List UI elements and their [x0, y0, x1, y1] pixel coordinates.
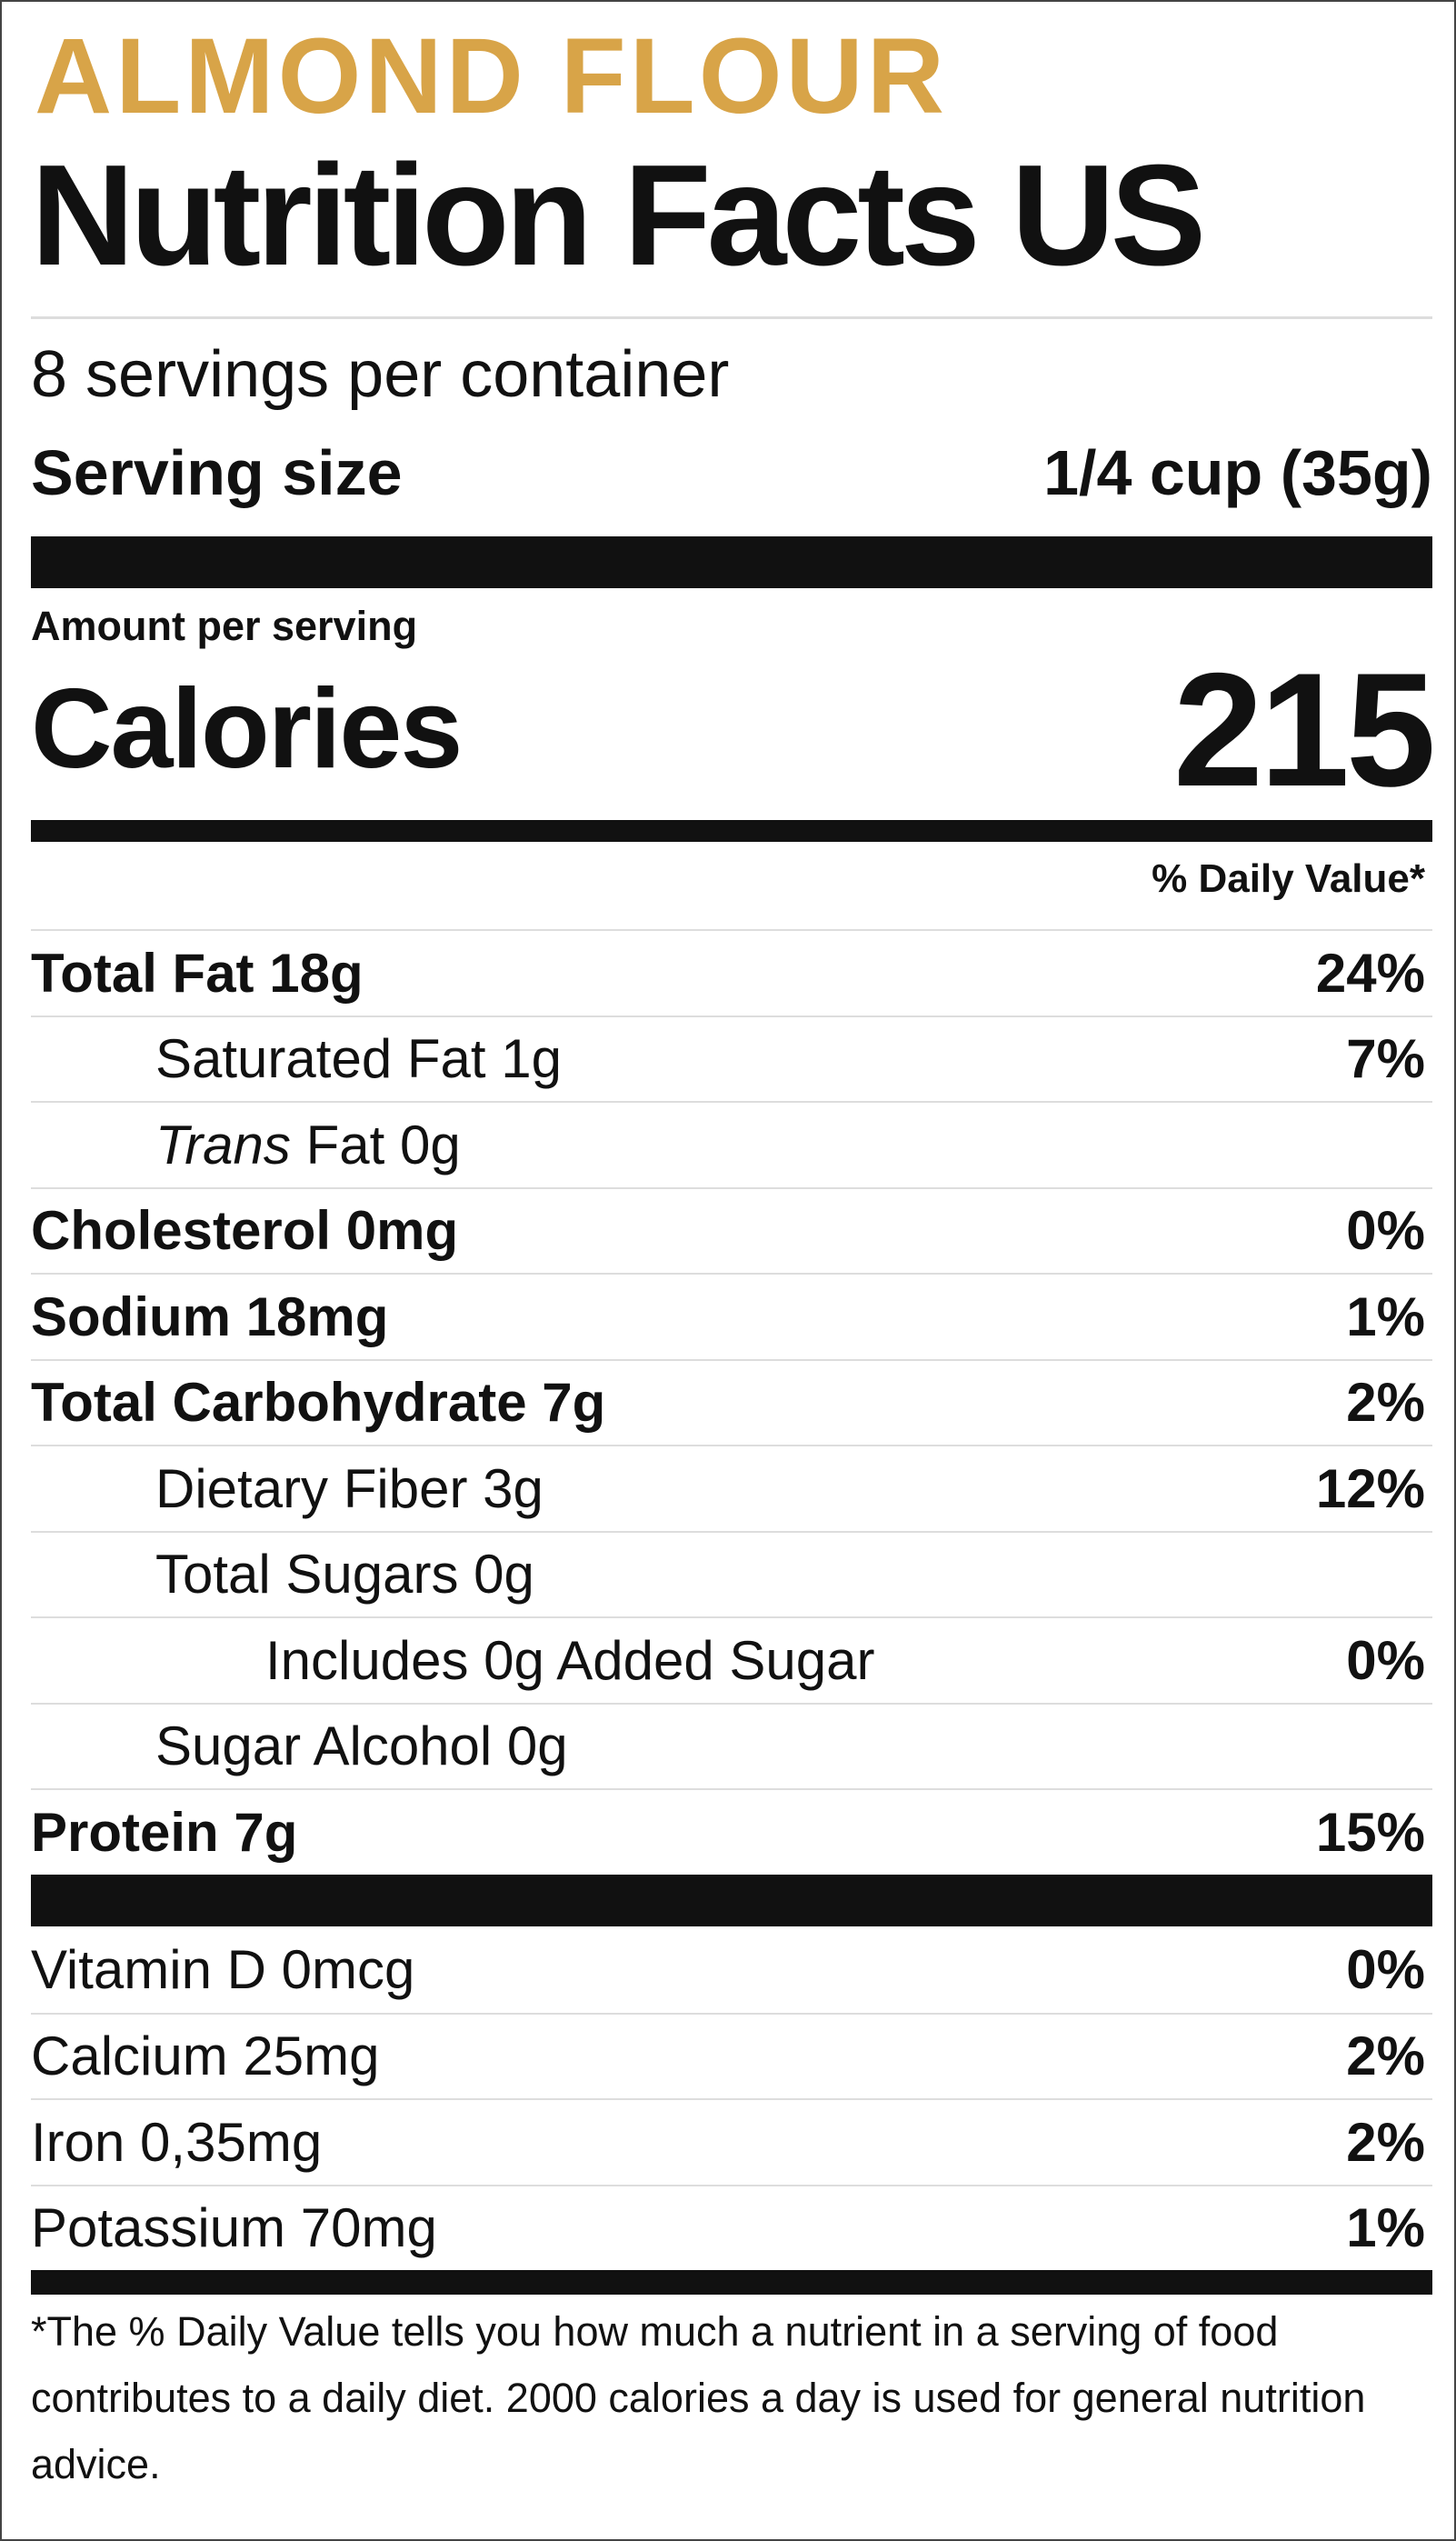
nutrient-name: Includes 0g Added Sugar: [31, 1629, 875, 1692]
nutrient-list: Total Fat 18g 24% Saturated Fat 1g 7% Trans …: [31, 929, 1432, 1875]
nutrient-name-text: Potassium 70mg: [31, 2197, 437, 2259]
nutrient-name: Total Carbohydrate 7g: [31, 1371, 605, 1434]
vitamin-list: Vitamin D 0mcg 0% Calcium 25mg 2% Iron 0,35m…: [31, 1926, 1432, 2270]
nutrient-name: Protein 7g: [31, 1801, 297, 1864]
nutrient-name: Vitamin D 0mcg: [31, 1938, 414, 2001]
nutrient-row: Sodium 18mg 1%: [31, 1273, 1432, 1359]
nutrient-name: Dietary Fiber 3g: [31, 1457, 544, 1520]
nutrient-row: Vitamin D 0mcg 0%: [31, 1926, 1432, 2013]
thick-bar: [31, 2270, 1432, 2295]
amount-per-serving: Amount per serving: [31, 603, 418, 649]
daily-value: 2%: [1346, 2026, 1425, 2087]
servings: 8 servings per container: [31, 338, 730, 411]
daily-value-header: % Daily Value*: [1152, 856, 1425, 901]
daily-value: 15%: [1315, 1801, 1425, 1863]
nutrient-name-text: Fat 0g: [305, 1114, 461, 1175]
nutrient-name: Total Sugars 0g: [31, 1543, 534, 1606]
thick-bar: [31, 1875, 1432, 1926]
nutrient-row: Total Fat 18g 24%: [31, 929, 1432, 1015]
nutrient-row: Total Carbohydrate 7g 2%: [31, 1358, 1432, 1446]
nutrient-name-text: Total Carbohydrate 7g: [31, 1372, 606, 1434]
nutrient-name-text: Calcium 25mg: [31, 2026, 380, 2087]
calories-label: Calories: [31, 666, 463, 792]
nutrient-name-text: Sugar Alcohol 0g: [155, 1716, 568, 1777]
nutrient-name-text: Sodium 18mg: [31, 1286, 389, 1347]
nutrient-row: Saturated Fat 1g 7%: [31, 1015, 1432, 1102]
footnote: *The % Daily Value tells you how much a …: [31, 2308, 1366, 2487]
daily-value: 7%: [1346, 1028, 1425, 1090]
nutrient-row: Iron 0,35mg 2%: [31, 2098, 1432, 2185]
nutrient-name: Total Fat 18g: [31, 942, 364, 1005]
serving-size-value: 1/4 cup (35g): [1043, 437, 1432, 508]
serving-size: Serving size 1/4 cup (35g): [31, 429, 1432, 516]
nutrient-row: Dietary Fiber 3g 12%: [31, 1445, 1432, 1531]
daily-value: 0%: [1346, 1938, 1425, 2000]
nutrient-row: Trans Fat 0g: [31, 1101, 1432, 1187]
thick-bar: [31, 536, 1432, 588]
thick-bar: [31, 820, 1432, 842]
serving-size-label: Serving size: [31, 437, 403, 508]
nutrient-row: Calcium 25mg 2%: [31, 2012, 1432, 2099]
nutrient-row: Includes 0g Added Sugar 0%: [31, 1616, 1432, 1703]
calories: Calories 215: [31, 639, 1436, 820]
daily-value: 2%: [1346, 2111, 1425, 2173]
nutrient-row: Protein 7g 15%: [31, 1788, 1432, 1875]
nutrient-name-text: Protein 7g: [31, 1801, 298, 1863]
nutrient-name-text: Dietary Fiber 3g: [155, 1457, 544, 1519]
nutrient-row: Sugar Alcohol 0g: [31, 1702, 1432, 1789]
nutrient-name: Potassium 70mg: [31, 2196, 437, 2259]
nutrient-name: Sodium 18mg: [31, 1286, 388, 1348]
nutrient-name-text: Iron 0,35mg: [31, 2111, 323, 2173]
nutrient-row: Total Sugars 0g: [31, 1530, 1432, 1617]
nutrient-name-text: Total Fat 18g: [31, 942, 364, 1004]
nutrient-row: Potassium 70mg 1%: [31, 2184, 1432, 2271]
daily-value: 0%: [1346, 1629, 1425, 1691]
daily-value: 2%: [1346, 1372, 1425, 1434]
brand: ALMOND FLOUR: [35, 16, 948, 136]
daily-value: 12%: [1315, 1457, 1425, 1519]
daily-value: 0%: [1346, 1200, 1425, 1262]
divider: [31, 316, 1432, 319]
daily-value: 1%: [1346, 2197, 1425, 2259]
nutrient-name: Cholesterol 0mg: [31, 1199, 458, 1262]
nutrient-name: Calcium 25mg: [31, 2025, 379, 2087]
nutrient-name: Iron 0,35mg: [31, 2111, 322, 2174]
nutrient-name-text: Cholesterol 0mg: [31, 1200, 459, 1262]
title: Nutrition Facts US: [31, 135, 1206, 295]
daily-value: 1%: [1346, 1286, 1425, 1347]
nutrient-name-text: Total Sugars 0g: [155, 1544, 534, 1606]
daily-value: 24%: [1315, 942, 1425, 1004]
nutrient-name-text: Vitamin D 0mcg: [31, 1938, 415, 2000]
nutrient-name: Sugar Alcohol 0g: [31, 1715, 568, 1777]
nutrient-name-text: Includes 0g Added Sugar: [265, 1629, 875, 1691]
nutrient-name-text: Saturated Fat 1g: [155, 1028, 562, 1090]
nutrient-name: Saturated Fat 1g: [31, 1027, 562, 1090]
calories-value: 215: [1173, 638, 1436, 820]
nutrient-name-italic: Trans: [155, 1114, 291, 1175]
nutrient-row: Cholesterol 0mg 0%: [31, 1186, 1432, 1274]
nutrient-name: Trans Fat 0g: [31, 1114, 461, 1176]
